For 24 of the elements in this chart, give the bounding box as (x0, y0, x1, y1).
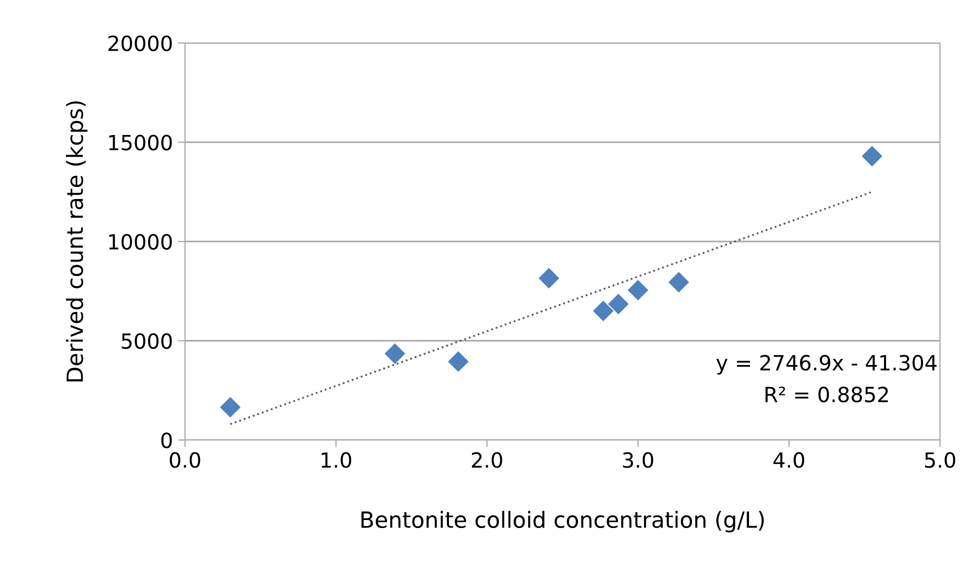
y-tick-label: 20000 (108, 35, 172, 52)
x-axis-title: Bentonite colloid concentration (g/L) (361, 510, 764, 532)
point (448, 351, 469, 372)
point (592, 300, 614, 322)
x-tick-label: 1.0 (322, 452, 352, 468)
annotation: y = 2746.9x - 41.304 (716, 354, 937, 375)
point (608, 294, 629, 314)
x-tick-label: 0.0 (170, 452, 200, 468)
point (628, 280, 648, 300)
x-tick-label: 4.0 (773, 452, 804, 468)
y-tick-label: 5000 (122, 333, 172, 349)
point (862, 146, 882, 166)
point (384, 343, 406, 364)
y-tick-label: 0 (161, 432, 172, 448)
annotation: R² = 0.8852 (766, 386, 888, 402)
y-tick-label: 15000 (109, 134, 172, 150)
x-tick-label: 2.0 (472, 452, 502, 468)
y-tick-label: 10000 (109, 234, 172, 250)
point (668, 272, 690, 292)
x-tick-label: 5.0 (925, 452, 956, 468)
point (220, 396, 241, 418)
point (538, 268, 560, 289)
x-tick-label: 3.0 (623, 452, 654, 468)
y-axis-title: Derived count rate (kcps) (66, 101, 88, 382)
